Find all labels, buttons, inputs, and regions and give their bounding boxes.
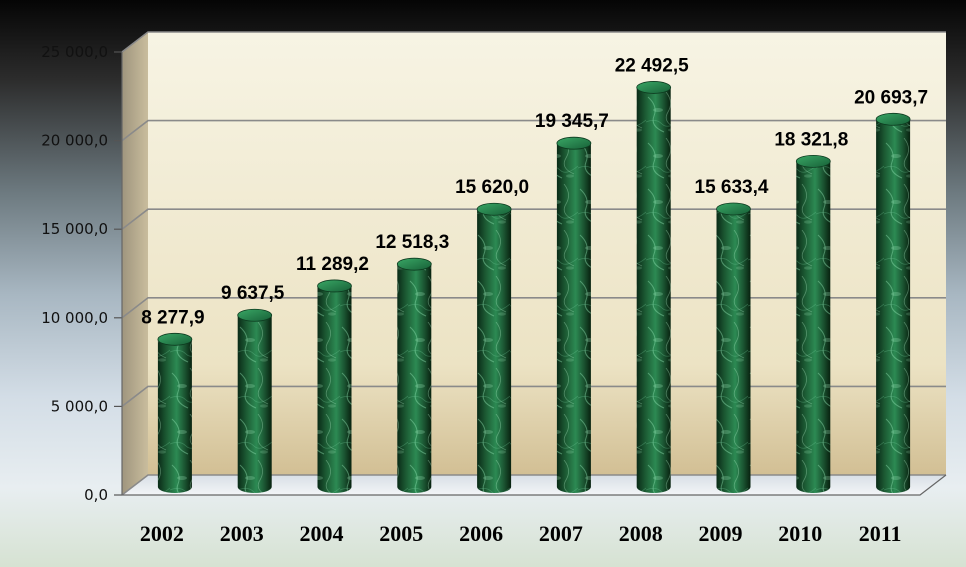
data-label: 15 633,4 — [695, 177, 769, 198]
y-axis-tick-labels: 0,0 5 000,0 10 000,0 15 000,0 20 000,0 25 000… — [41, 43, 108, 504]
bar-texture — [636, 87, 671, 494]
x-tick-label: 2010 — [778, 521, 822, 546]
y-tick-label: 10 000,0 — [41, 309, 108, 327]
data-label: 19 345,7 — [535, 111, 609, 132]
bar-top-cap — [795, 154, 831, 168]
data-label: 20 693,7 — [854, 87, 928, 108]
gridline — [121, 208, 946, 230]
bar-top-cap — [396, 257, 432, 271]
gridline — [121, 119, 946, 142]
bar-texture — [716, 208, 751, 494]
data-label: 22 492,5 — [615, 55, 689, 76]
data-labels: 8 277,9 9 637,5 11 289,2 12 518,3 15 620,0 19… — [141, 55, 928, 328]
bar-top-cap — [556, 136, 592, 150]
y-tick-label: 0,0 — [84, 486, 108, 504]
x-tick-label: 2005 — [379, 521, 423, 546]
bar — [396, 257, 432, 494]
bar — [317, 279, 352, 494]
bar-texture — [397, 264, 432, 494]
x-tick-label: 2003 — [220, 521, 264, 546]
bar — [556, 136, 592, 494]
bar-texture — [477, 209, 512, 494]
data-label: 12 518,3 — [375, 232, 449, 253]
data-label: 11 289,2 — [296, 254, 369, 275]
bar — [716, 202, 751, 494]
bar-top-cap — [875, 112, 911, 126]
x-tick-label: 2008 — [619, 521, 663, 546]
x-tick-label: 2009 — [699, 521, 743, 546]
x-tick-label: 2002 — [140, 521, 184, 546]
bars — [157, 81, 911, 494]
x-tick-label: 2006 — [459, 521, 503, 546]
bar — [476, 202, 512, 494]
bar — [636, 81, 672, 494]
bar-texture — [876, 119, 911, 494]
chart-side-wall — [122, 32, 148, 495]
bar — [157, 332, 193, 494]
bar — [237, 308, 273, 493]
bar-top-cap — [636, 81, 672, 94]
x-axis-line — [122, 474, 947, 496]
bar-texture — [317, 285, 352, 494]
bar-texture — [556, 143, 591, 494]
x-tick-label: 2004 — [300, 521, 344, 546]
y-tick-label: 5 000,0 — [51, 397, 108, 415]
gridline — [121, 385, 946, 408]
x-tick-label: 2007 — [539, 521, 583, 546]
bar-top-cap — [716, 202, 751, 216]
bar-texture — [237, 315, 272, 493]
bar-top-cap — [317, 279, 352, 293]
data-label: 15 620,0 — [455, 177, 529, 198]
bar-texture — [157, 339, 192, 494]
gridline — [121, 474, 946, 496]
gridline — [121, 296, 946, 319]
data-label: 9 637,5 — [221, 283, 285, 304]
y-tick-label: 15 000,0 — [41, 220, 108, 238]
y-tick-label: 20 000,0 — [41, 132, 108, 150]
bar-top-cap — [476, 202, 512, 216]
bar-top-cap — [157, 332, 193, 346]
bar — [875, 112, 911, 494]
data-label: 8 277,9 — [141, 307, 204, 328]
x-axis-tick-labels: 2002 2003 2004 2005 2006 2007 2008 2009 2010 2011 — [140, 521, 902, 546]
grid-lines — [121, 31, 946, 496]
axes — [114, 51, 947, 496]
bar-texture — [796, 161, 831, 494]
bar-top-cap — [237, 308, 273, 322]
data-label: 18 321,8 — [774, 129, 848, 150]
bar — [795, 154, 831, 494]
gridline — [121, 31, 946, 53]
x-tick-label: 2011 — [859, 521, 902, 546]
y-tick-label: 25 000,0 — [41, 43, 108, 61]
